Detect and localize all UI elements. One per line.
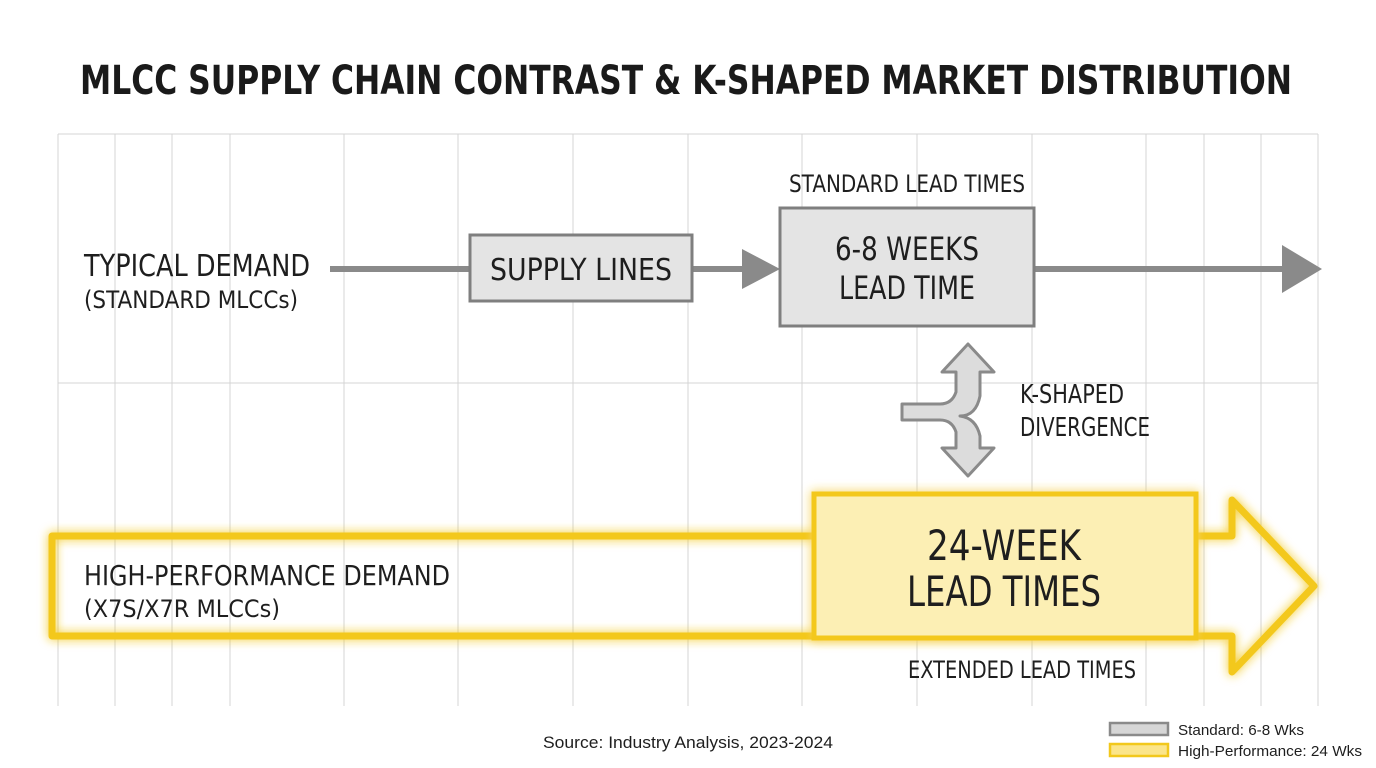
extended-lead-time-text: LEAD TIMES xyxy=(907,567,1101,616)
legend: Standard: 6-8 Wks High-Performance: 24 W… xyxy=(1108,721,1362,760)
legend-swatch-high-performance xyxy=(1108,742,1170,758)
high-performance-sublabel: (X7S/X7R MLCCs) xyxy=(84,595,280,623)
extended-lead-times-caption: EXTENDED LEAD TIMES xyxy=(908,656,1136,684)
legend-swatch-standard xyxy=(1108,721,1170,737)
standard-lead-time-text: LEAD TIME xyxy=(839,269,975,307)
high-performance-row: HIGH-PERFORMANCE DEMAND (X7S/X7R MLCCs) … xyxy=(48,491,1318,684)
typical-flow-arrowhead-icon xyxy=(1282,245,1322,293)
extended-lead-time-box xyxy=(811,491,1199,641)
standard-lead-time-weeks: 6-8 WEEKS xyxy=(835,230,979,268)
high-performance-arrow xyxy=(48,496,1318,676)
k-divergence-label-line1: K-SHAPED xyxy=(1020,380,1124,410)
diagram-title: MLCC SUPPLY CHAIN CONTRAST & K-SHAPED MA… xyxy=(80,58,1292,104)
standard-lead-time-box xyxy=(778,206,1036,328)
standard-lead-times-label: STANDARD LEAD TIMES xyxy=(789,170,1025,198)
supply-lines-label: SUPPLY LINES xyxy=(490,253,672,288)
typical-demand-row: TYPICAL DEMAND (STANDARD MLCCs) SUPPLY L… xyxy=(83,170,1322,328)
source-note: Source: Industry Analysis, 2023-2024 xyxy=(543,733,833,752)
supply-lines-box xyxy=(468,233,694,303)
typical-demand-label: TYPICAL DEMAND xyxy=(83,249,310,284)
extended-lead-time-weeks: 24-WEEK xyxy=(927,521,1082,570)
high-performance-label: HIGH-PERFORMANCE DEMAND xyxy=(84,559,450,592)
k-divergence-label-line2: DIVERGENCE xyxy=(1020,413,1150,443)
arrow-to-lead-time-icon xyxy=(742,249,780,289)
legend-label-high-performance: High-Performance: 24 Wks xyxy=(1178,743,1362,760)
typical-demand-sublabel: (STANDARD MLCCs) xyxy=(84,286,298,314)
k-divergence-icon xyxy=(900,342,996,478)
legend-label-standard: Standard: 6-8 Wks xyxy=(1178,722,1304,739)
